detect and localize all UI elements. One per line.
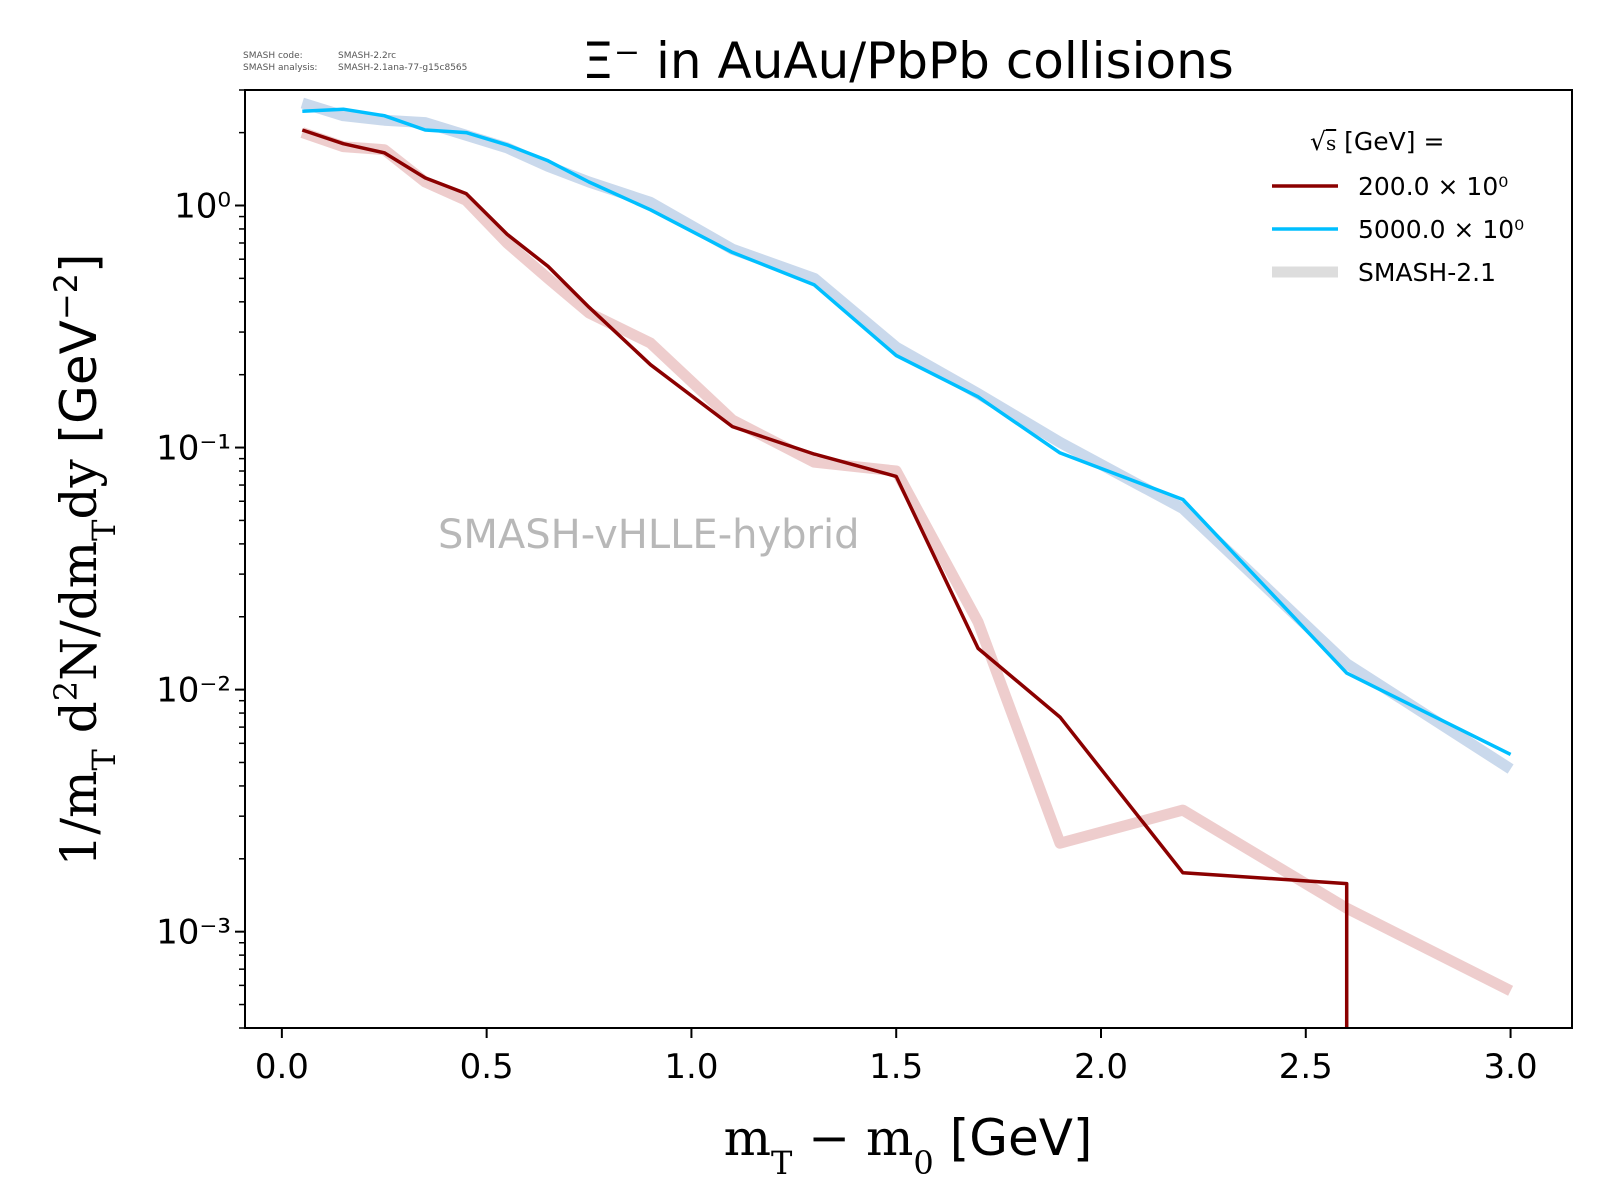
axis-layer: 0.0 0.5 1.0 1.5 2.0 2.5 3.0 10⁰ 10⁻¹ 10⁻² 10⁻³ [156, 89, 1538, 1087]
x-tick-label: 2.5 [1279, 1047, 1333, 1087]
legend-label-1: 5000.0 × 10⁰ [1358, 215, 1524, 244]
y-tick-label: 10⁻² [156, 671, 231, 711]
chart-title: Ξ⁻ in AuAu/PbPb collisions [582, 32, 1234, 90]
x-tick-label: 0.0 [255, 1047, 309, 1087]
x-tick-label: 2.0 [1074, 1047, 1128, 1087]
meta-analysis-label: SMASH analysis: [243, 63, 317, 73]
meta-analysis-value: SMASH-2.1ana-77-g15c8565 [338, 63, 467, 73]
watermark-label: SMASH-vHLLE-hybrid [438, 512, 859, 558]
legend-label-2: SMASH-2.1 [1358, 258, 1496, 287]
plot-frame [244, 89, 1573, 1029]
meta-code-label: SMASH code: [243, 51, 303, 61]
x-tick-label: 3.0 [1484, 1047, 1538, 1087]
x-tick-label: 0.5 [460, 1047, 514, 1087]
series-layer [300, 97, 1514, 1028]
reference-band-0 [300, 127, 1514, 996]
legend-title: √s [GeV] = [1310, 127, 1444, 156]
x-tick-label: 1.0 [664, 1047, 718, 1087]
y-tick-label: 10⁻¹ [156, 429, 231, 469]
series-line-2 [301, 128, 1349, 1028]
legend: √s [GeV] = 200.0 × 10⁰ 5000.0 × 10⁰ SMASH-… [1272, 127, 1524, 287]
series-line-3 [302, 107, 1512, 756]
meta-code-value: SMASH-2.2rc [338, 51, 396, 61]
y-tick-label: 10⁻³ [156, 913, 231, 953]
y-tick-label: 10⁰ [174, 186, 231, 226]
x-axis-label: mT − m0 [GeV] [724, 1109, 1093, 1182]
reference-band-1 [300, 97, 1514, 774]
legend-label-0: 200.0 × 10⁰ [1358, 172, 1508, 201]
legend-entries: 200.0 × 10⁰ 5000.0 × 10⁰ SMASH-2.1 [1272, 172, 1524, 287]
y-axis-label: 1/mT d2N/dmTdy [GeV−2] [47, 253, 123, 866]
x-tick-label: 1.5 [869, 1047, 923, 1087]
